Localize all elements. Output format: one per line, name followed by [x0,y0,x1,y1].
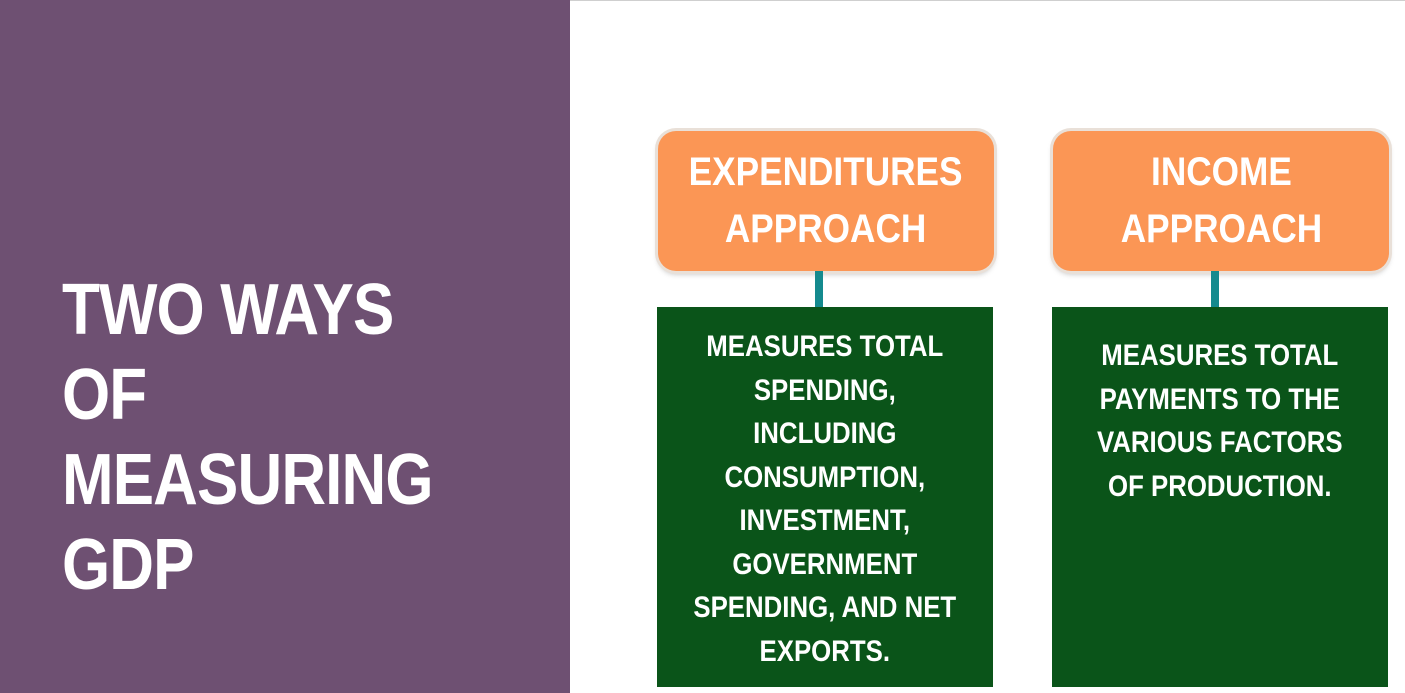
income-connector [1211,271,1219,307]
expenditures-approach-box: EXPENDITURES APPROACH [658,131,994,271]
income-description: MEASURES TOTAL PAYMENTS TO THE VARIOUS F… [1097,339,1343,503]
expenditures-description: MEASURES TOTAL SPENDING, INCLUDING CONSU… [693,330,957,668]
income-approach-label: INCOME APPROACH [1120,150,1322,251]
diagram-panel: EXPENDITURES APPROACH MEASURES TOTAL SPE… [570,0,1405,693]
title-panel: TWO WAYS OF MEASURING GDP [0,0,570,693]
income-description-box: MEASURES TOTAL PAYMENTS TO THE VARIOUS F… [1052,307,1388,687]
slide-title: TWO WAYS OF MEASURING GDP [62,270,434,605]
expenditures-connector [815,271,823,307]
income-approach-box: INCOME APPROACH [1053,131,1389,271]
expenditures-description-box: MEASURES TOTAL SPENDING, INCLUDING CONSU… [657,307,993,687]
expenditures-approach-label: EXPENDITURES APPROACH [689,150,963,251]
panel-top-border [570,0,1405,1]
